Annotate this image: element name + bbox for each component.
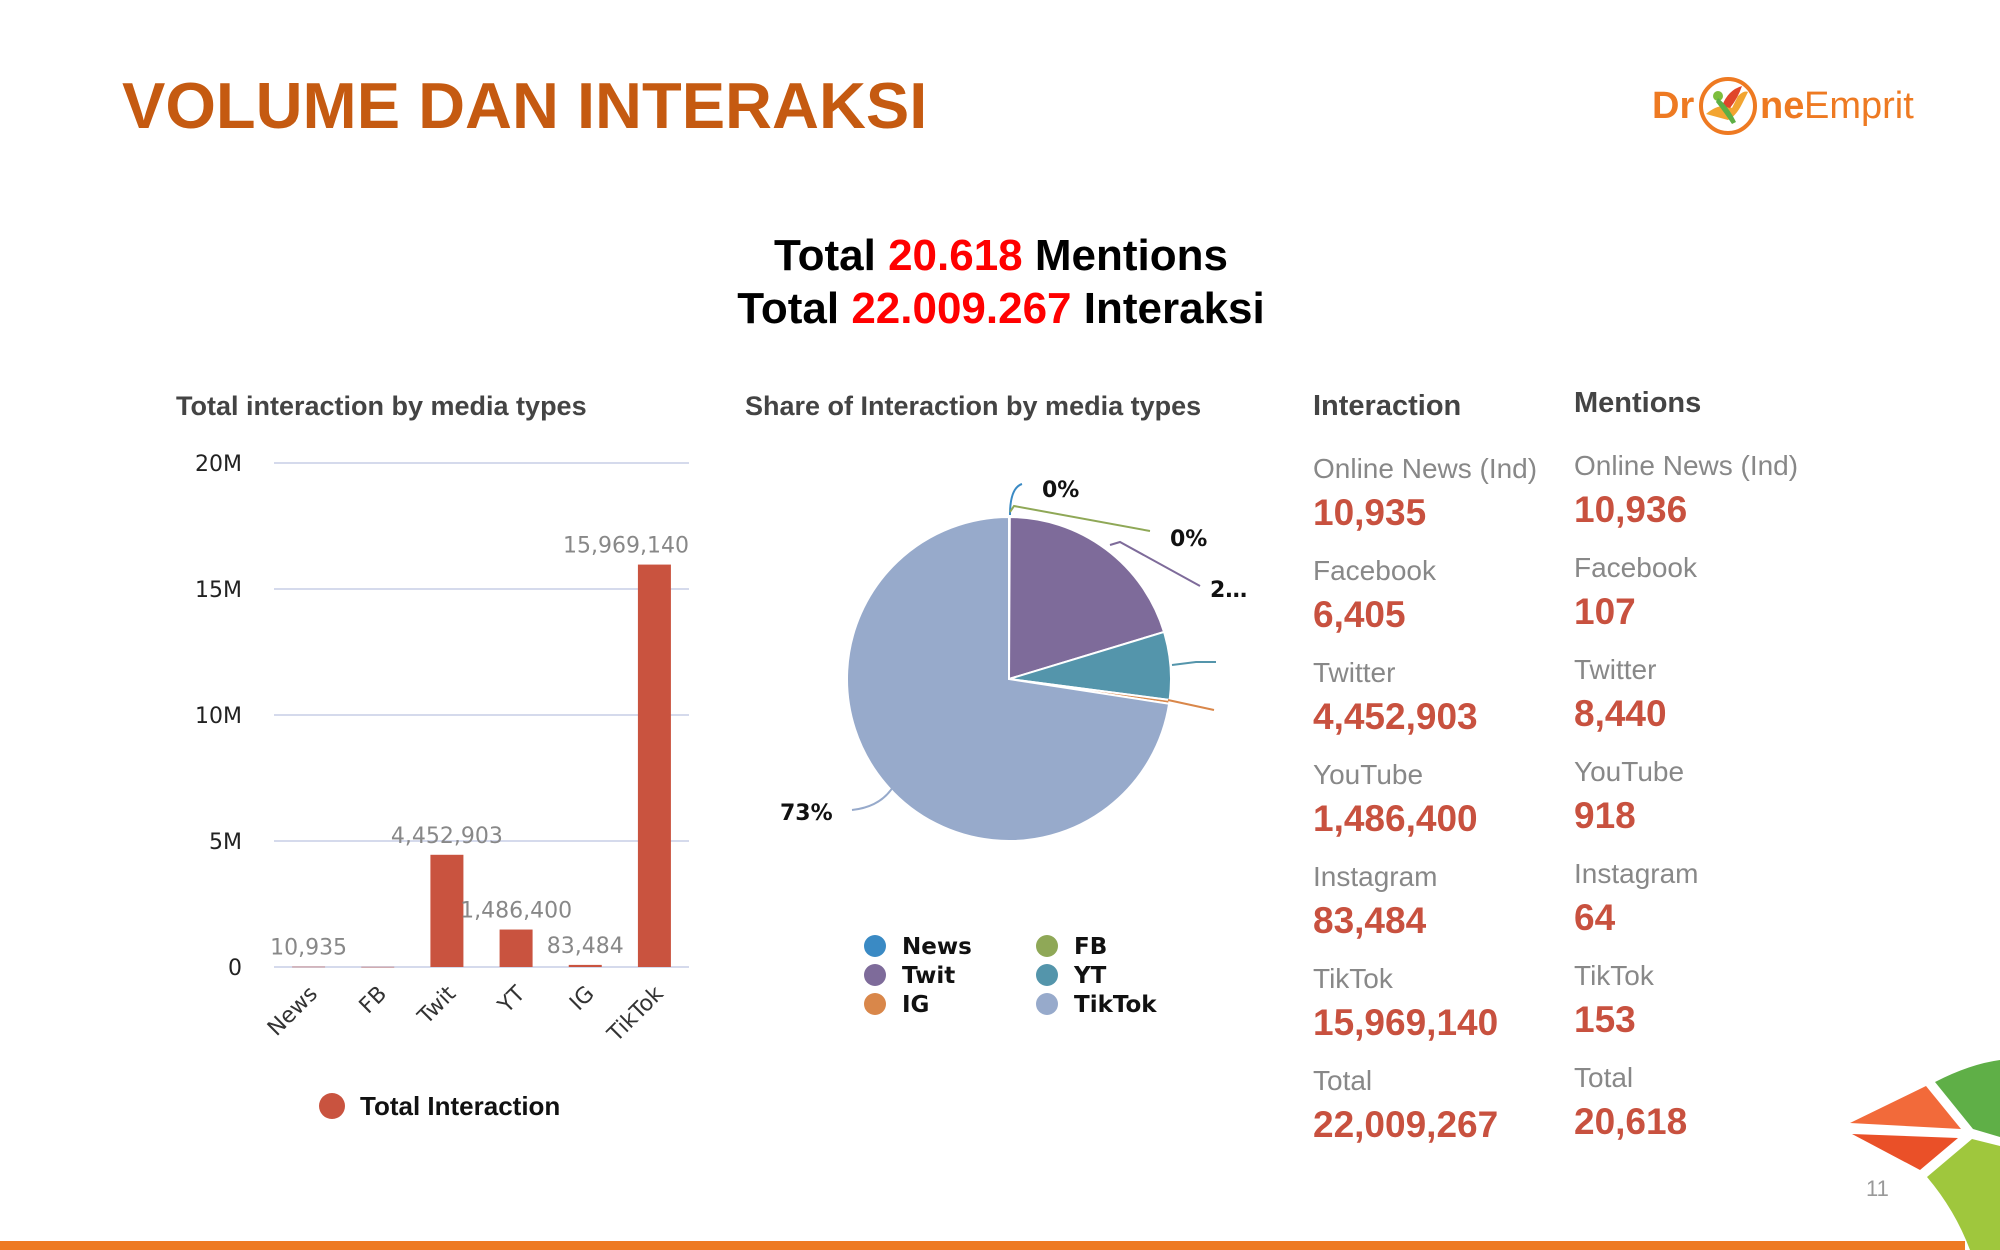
data-label: 1,486,400 <box>460 899 572 924</box>
mentions-row-label: Total <box>1574 1062 1634 1093</box>
leader-line-yt <box>1171 661 1216 666</box>
leader-line-ig <box>1167 699 1215 711</box>
legend-dot-tiktok <box>1036 993 1058 1015</box>
legend-dot <box>319 1093 345 1119</box>
bar-news <box>292 966 326 968</box>
pie-data-label: 0% <box>1042 478 1079 503</box>
pie-slice-twit <box>1007 515 1166 681</box>
mentions-row-value: 107 <box>1574 591 1636 632</box>
legend-label: YT <box>1073 963 1107 989</box>
pie-data-label: 73% <box>780 801 833 826</box>
interaction-row-value: 10,935 <box>1313 492 1427 533</box>
headline-suffix: Interaksi <box>1083 284 1265 333</box>
bar-fb <box>361 966 395 968</box>
mentions-header: Mentions <box>1574 387 1702 419</box>
interaction-row-label: YouTube <box>1313 759 1424 790</box>
mentions-row-label: Facebook <box>1574 552 1697 583</box>
legend-dot-ig <box>864 993 886 1015</box>
interaction-row-label: Online News (Ind) <box>1313 453 1538 484</box>
pie-chart: 0% 0% 2… 73% News FB Twit YT IG TikTok <box>780 478 1247 1018</box>
interaction-row-label: TikTok <box>1313 963 1393 994</box>
legend-dot-fb <box>1036 935 1058 957</box>
mentions-row-value: 64 <box>1574 897 1616 938</box>
bottom-accent-bar <box>0 1241 1965 1250</box>
interaction-row-value: 1,486,400 <box>1313 798 1478 839</box>
data-label: 10,935 <box>270 936 347 961</box>
total-interaction-value: 22.009.267 <box>851 284 1072 333</box>
headline-prefix: Total <box>774 231 876 280</box>
legend-dot-yt <box>1036 964 1058 986</box>
logo-text-dr: Dr <box>1652 85 1695 127</box>
drone-emprit-logo: Dr ne Emprit <box>1652 74 1914 138</box>
leader-line-twit <box>1109 540 1201 587</box>
interaction-row-value: 83,484 <box>1313 900 1427 941</box>
bar-chart-title: Total interaction by media types <box>176 391 587 421</box>
pie-data-label: 0% <box>1170 527 1207 552</box>
mentions-row-label: TikTok <box>1574 960 1654 991</box>
data-label: 4,452,903 <box>391 824 503 849</box>
interaction-row-label: Instagram <box>1313 861 1438 892</box>
logo-text-ne: ne <box>1760 85 1805 127</box>
interaction-header: Interaction <box>1313 390 1462 422</box>
y-tick-label: 10M <box>195 704 242 729</box>
data-label: 83,484 <box>547 934 624 959</box>
y-tick-label: 20M <box>195 452 242 477</box>
headline-prefix: Total <box>737 284 840 333</box>
legend-label: Twit <box>902 963 955 989</box>
y-tick-label: 15M <box>195 578 242 603</box>
interaction-row-value: 22,009,267 <box>1313 1104 1499 1145</box>
decor-triangle-orange <box>1850 1086 1961 1129</box>
interaction-row-value: 15,969,140 <box>1313 1002 1499 1043</box>
legend-label: News <box>902 934 972 960</box>
corner-decoration <box>1850 1060 2000 1250</box>
mentions-row-value: 153 <box>1574 999 1636 1040</box>
bar-ig <box>568 964 602 967</box>
y-tick-label: 5M <box>209 830 242 855</box>
mentions-row-label: Twitter <box>1574 654 1657 685</box>
data-label: 15,969,140 <box>563 534 689 559</box>
legend-dot-twit <box>864 964 886 986</box>
page-number: 11 <box>1866 1176 1889 1201</box>
legend-label: TikTok <box>1074 992 1157 1018</box>
total-mentions-value: 20.618 <box>888 231 1023 280</box>
page-title: VOLUME DAN INTERAKSI <box>122 69 928 142</box>
leader-line-tiktok <box>851 786 894 811</box>
total-mentions-headline: Total 20.618 Mentions <box>0 231 2000 281</box>
legend-label: Total Interaction <box>360 1091 560 1121</box>
legend-dot-news <box>864 935 886 957</box>
decor-shape-lightgreen <box>1927 1139 2000 1250</box>
leader-line-fb <box>1009 504 1151 532</box>
interaction-row-value: 6,405 <box>1313 594 1406 635</box>
interaction-row-label: Twitter <box>1313 657 1396 688</box>
pie-data-label: 2… <box>1210 578 1247 603</box>
decor-triangle-red <box>1852 1134 1958 1170</box>
bar-yt <box>499 929 533 967</box>
interaction-row-label: Total <box>1313 1065 1373 1096</box>
mentions-row-value: 8,440 <box>1574 693 1667 734</box>
mentions-row-label: Online News (Ind) <box>1574 450 1799 481</box>
mentions-row-value: 10,936 <box>1574 489 1688 530</box>
legend-label: IG <box>902 992 929 1018</box>
headline-suffix: Mentions <box>1034 231 1228 280</box>
pie-slice-tiktok <box>846 515 1171 842</box>
pie-chart-title: Share of Interaction by media types <box>745 391 1202 421</box>
decor-shape-green <box>1935 1060 2000 1137</box>
bird-logo-icon <box>1699 77 1757 135</box>
mentions-row-value: 918 <box>1574 795 1636 836</box>
interaction-row-value: 4,452,903 <box>1313 696 1478 737</box>
bar-twit <box>430 854 464 967</box>
logo-text-emprit: Emprit <box>1804 85 1914 127</box>
mentions-row-value: 20,618 <box>1574 1101 1688 1142</box>
mentions-row-label: Instagram <box>1574 858 1699 889</box>
total-interaction-headline: Total 22.009.267 Interaksi <box>0 284 2000 334</box>
interaction-row-label: Facebook <box>1313 555 1436 586</box>
bar-tiktok <box>637 564 671 967</box>
y-tick-label: 0 <box>228 956 242 981</box>
legend-label: FB <box>1074 934 1107 960</box>
mentions-row-label: YouTube <box>1574 756 1685 787</box>
